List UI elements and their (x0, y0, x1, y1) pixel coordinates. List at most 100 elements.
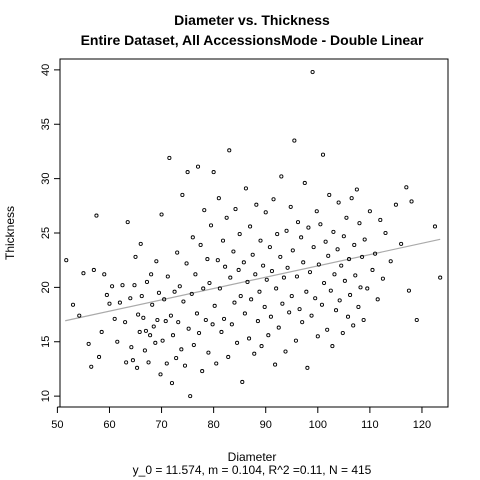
x-tick-label-1: 60 (103, 419, 115, 431)
data-point-147 (292, 138, 297, 143)
data-point-177 (331, 229, 336, 234)
data-point-214 (406, 288, 411, 293)
fit-line (65, 238, 441, 322)
data-point-66 (186, 326, 191, 331)
data-point-130 (269, 269, 275, 274)
data-point-121 (258, 238, 263, 243)
data-point-125 (263, 210, 268, 215)
chart-subtitle: Entire Dataset, All AccessionsMode - Dou… (81, 32, 424, 48)
data-point-155 (302, 180, 307, 186)
data-point-167 (318, 222, 323, 227)
data-point-117 (253, 272, 258, 277)
data-point-8 (97, 354, 102, 360)
x-axis-label: Diameter (228, 450, 277, 464)
data-point-202 (365, 286, 370, 291)
data-point-26 (135, 365, 140, 370)
data-point-187 (344, 215, 349, 220)
data-point-24 (132, 283, 137, 288)
data-point-97 (227, 148, 232, 153)
data-point-21 (128, 296, 133, 301)
data-point-127 (266, 333, 271, 338)
data-point-0 (64, 258, 69, 263)
data-point-89 (216, 196, 221, 201)
data-point-43 (156, 290, 162, 295)
data-point-131 (271, 197, 276, 202)
x-tick-label-2: 70 (155, 419, 167, 431)
data-point-13 (110, 284, 115, 289)
data-point-12 (107, 301, 112, 306)
data-point-67 (188, 394, 193, 399)
data-point-77 (201, 286, 206, 291)
data-point-207 (378, 217, 383, 222)
data-point-113 (248, 224, 253, 229)
data-point-139 (281, 275, 286, 280)
data-point-35 (146, 360, 151, 365)
data-point-109 (242, 311, 247, 316)
data-point-93 (222, 316, 227, 321)
data-point-144 (288, 204, 293, 209)
data-point-37 (149, 272, 154, 277)
data-point-184 (340, 330, 345, 336)
data-point-218 (438, 275, 443, 280)
data-point-65 (185, 170, 190, 175)
data-point-25 (133, 254, 138, 259)
data-point-15 (115, 339, 120, 344)
data-point-60 (179, 347, 184, 352)
data-point-204 (370, 267, 375, 273)
data-point-11 (104, 292, 109, 298)
data-point-152 (299, 235, 304, 240)
data-point-2 (77, 313, 82, 318)
y-axis-label: Thickness (3, 206, 17, 260)
data-point-141 (284, 228, 289, 233)
data-point-47 (162, 297, 167, 302)
data-point-134 (275, 232, 280, 237)
y-tick-label-3: 25 (40, 227, 52, 239)
y-tick-label-0: 10 (40, 390, 52, 402)
data-point-7 (94, 213, 99, 218)
data-point-143 (287, 310, 292, 315)
data-point-158 (306, 225, 311, 230)
data-point-196 (356, 304, 361, 310)
data-point-62 (181, 299, 186, 304)
data-point-129 (268, 314, 273, 319)
data-point-63 (182, 363, 188, 368)
data-point-171 (323, 239, 328, 244)
data-point-161 (310, 70, 315, 75)
data-point-148 (293, 338, 298, 343)
data-point-30 (139, 294, 144, 299)
x-tick-label-0: 50 (51, 419, 63, 431)
data-point-112 (247, 336, 252, 341)
data-point-132 (273, 362, 278, 367)
data-point-116 (252, 351, 257, 356)
data-point-135 (276, 325, 281, 330)
data-point-54 (170, 333, 176, 338)
data-point-80 (205, 257, 210, 262)
data-point-99 (229, 322, 234, 327)
data-point-124 (262, 304, 267, 310)
data-point-140 (283, 349, 288, 354)
points-layer (64, 70, 443, 399)
data-point-32 (142, 348, 147, 353)
data-point-153 (300, 320, 305, 325)
data-point-100 (231, 249, 236, 254)
data-point-123 (261, 263, 266, 268)
data-point-106 (238, 294, 243, 299)
data-point-213 (404, 185, 409, 190)
data-point-98 (228, 275, 233, 280)
data-point-194 (353, 273, 358, 278)
data-point-49 (164, 361, 169, 366)
data-point-61 (180, 192, 185, 197)
data-point-90 (217, 286, 222, 291)
fit-line-layer (65, 238, 441, 322)
x-tick-label-7: 120 (413, 419, 431, 431)
data-point-185 (341, 234, 346, 239)
data-point-183 (339, 263, 344, 268)
data-point-175 (328, 288, 333, 293)
data-point-29 (138, 241, 143, 246)
data-point-138 (280, 301, 285, 306)
data-point-51 (167, 155, 172, 161)
data-point-195 (354, 187, 359, 192)
data-point-48 (163, 319, 168, 324)
data-point-160 (309, 313, 314, 318)
